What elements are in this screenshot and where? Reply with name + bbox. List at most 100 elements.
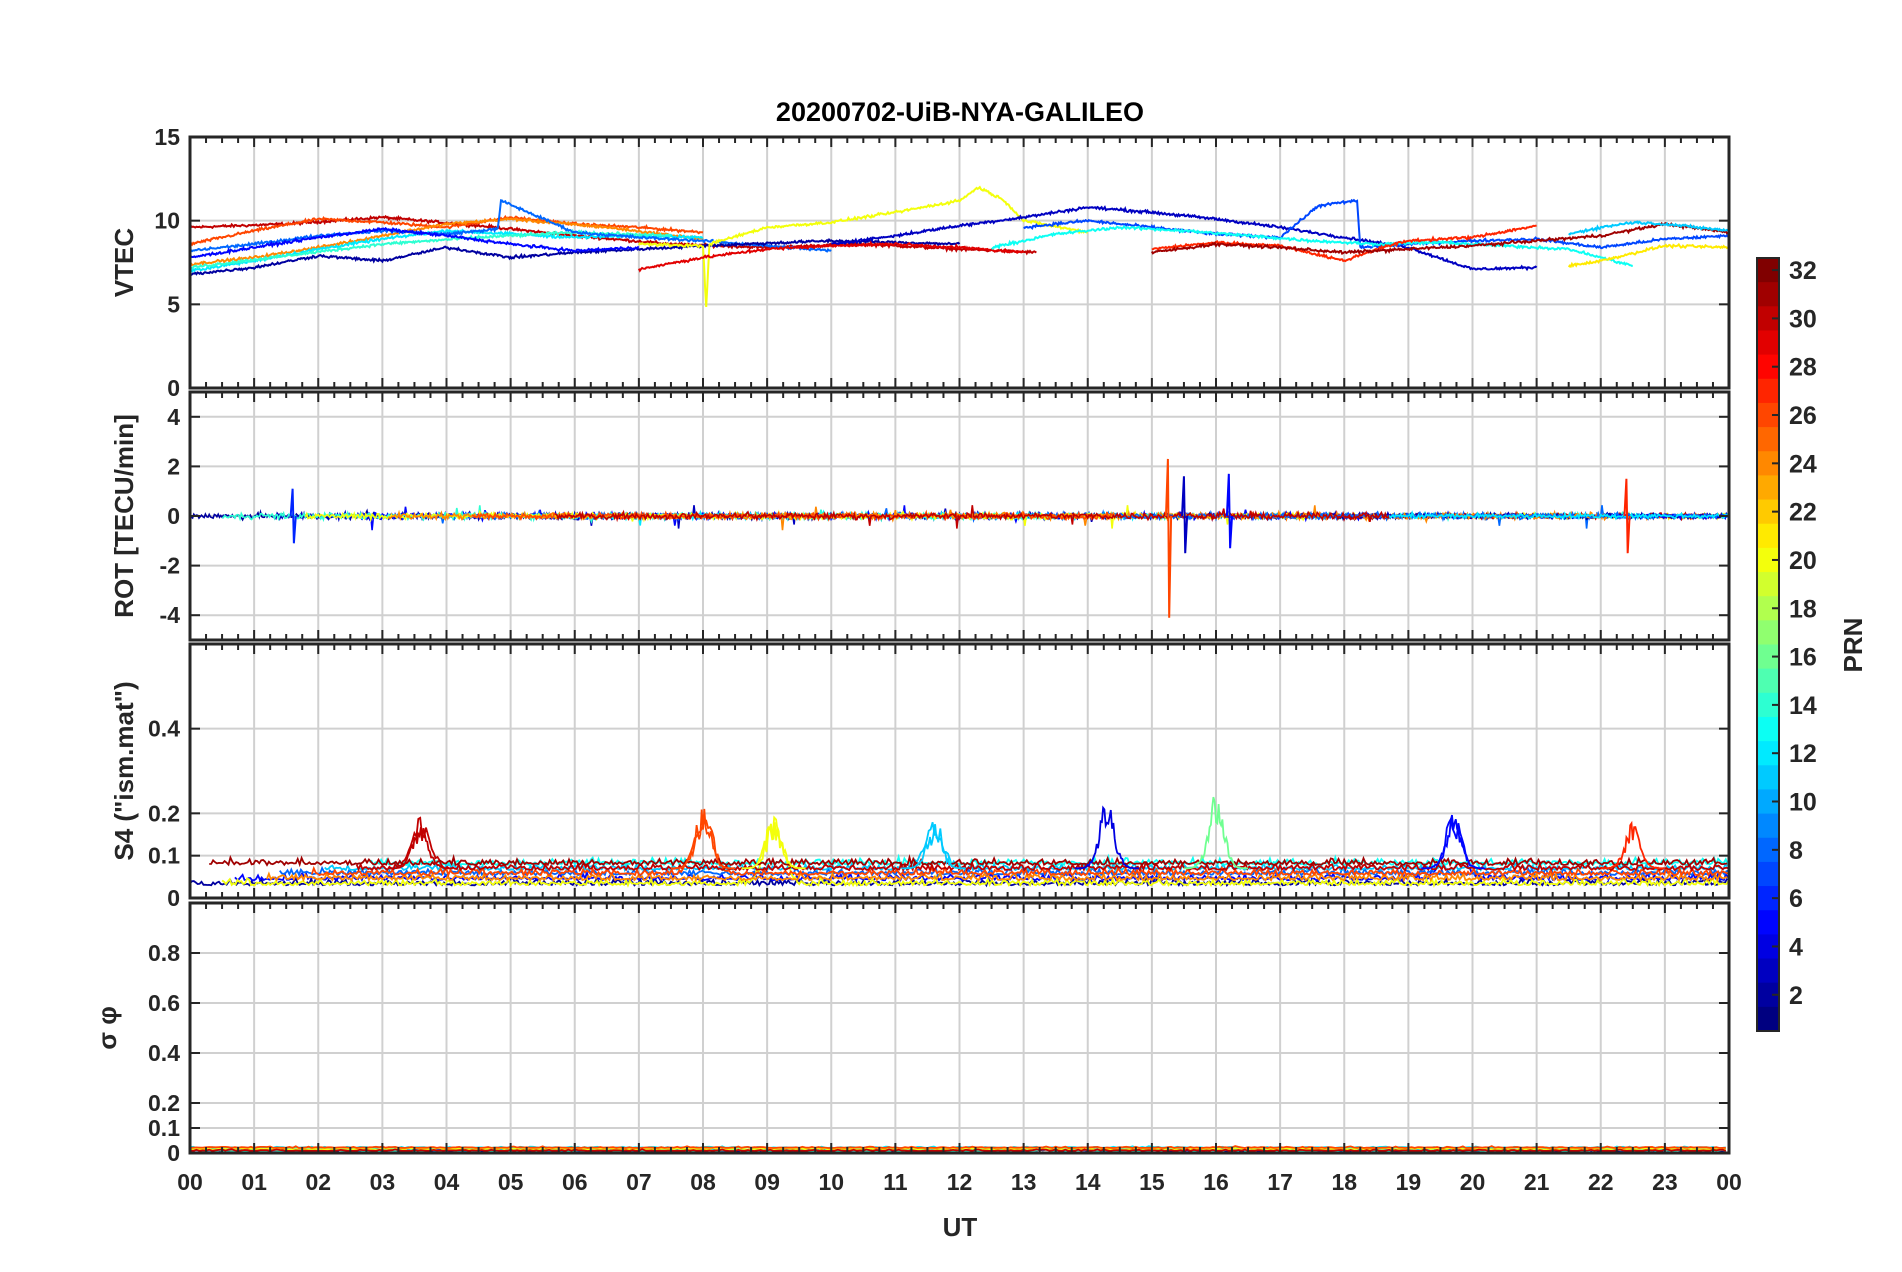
y-tick-label: 4 — [167, 404, 180, 430]
x-tick-label: 07 — [626, 1169, 652, 1195]
y-tick-label: 0 — [167, 885, 180, 911]
colorbar-cell — [1757, 475, 1779, 501]
colorbar-cell — [1757, 402, 1779, 428]
x-tick-label: 11 — [883, 1169, 908, 1195]
colorbar-cell — [1757, 668, 1779, 694]
rot-spike — [1225, 473, 1234, 549]
series-line-prn-24 — [388, 505, 1608, 531]
x-tick-label: 16 — [1203, 1169, 1229, 1195]
s4-burst — [1421, 814, 1486, 870]
colorbar-tick-label: 28 — [1789, 354, 1817, 382]
traces — [190, 458, 1729, 618]
y-tick-label: 10 — [154, 208, 180, 234]
y-tick-label: 0.4 — [148, 1040, 180, 1066]
series-line-prn-29 — [638, 240, 1025, 273]
traces — [190, 796, 1729, 888]
y-tick-label: 0 — [167, 375, 180, 401]
colorbar-tick-label: 16 — [1789, 644, 1817, 672]
y-axis-label: S4 ("ism.mat") — [109, 681, 139, 860]
rot-spike — [289, 488, 297, 544]
colorbar-cell — [1757, 837, 1779, 863]
x-tick-label: 05 — [498, 1169, 524, 1195]
y-tick-label: 0.1 — [148, 1115, 180, 1141]
series-line-prn-30 — [355, 816, 1729, 873]
x-tick-label: 21 — [1524, 1169, 1550, 1195]
series-line-prn-24 — [190, 216, 704, 267]
x-tick-label: 09 — [754, 1169, 780, 1195]
x-tick-label: 14 — [1075, 1169, 1101, 1195]
y-tick-label: 0.2 — [148, 1090, 180, 1116]
colorbar-cell — [1757, 789, 1779, 815]
colorbar-cell — [1757, 378, 1779, 404]
s4-burst — [388, 826, 453, 870]
x-ticks — [189, 903, 1730, 1153]
series-line-prn-13 — [991, 224, 1633, 267]
x-tick-label: 01 — [241, 1169, 267, 1195]
colorbar-tick-label: 18 — [1789, 595, 1817, 623]
colorbar-tick-label: 8 — [1789, 837, 1803, 865]
series-line-prn-11 — [1568, 220, 1729, 236]
y-tick-label: 0.1 — [148, 843, 180, 869]
y-tick-label: 15 — [154, 124, 180, 150]
series-line-prn-5 — [190, 226, 640, 259]
colorbar-cell — [1757, 644, 1779, 670]
x-tick-label: 12 — [947, 1169, 973, 1195]
x-tick-label: 00 — [1716, 1169, 1742, 1195]
series-line-prn-26 — [190, 214, 704, 247]
colorbar-cell — [1757, 258, 1779, 283]
series-line-prn-26 — [310, 819, 1729, 878]
colorbar-cell — [1757, 499, 1779, 525]
traces — [190, 1145, 1727, 1152]
x-ticks — [189, 644, 1730, 898]
y-axis-label: σ φ — [92, 1006, 122, 1050]
colorbar-tick-label: 30 — [1789, 305, 1817, 333]
rot-panel: -4 -2 0 2 4 ROT [TECU/min] — [109, 390, 1731, 642]
x-tick-label: 06 — [562, 1169, 588, 1195]
y-tick-label: 0.8 — [148, 940, 180, 966]
series-line-prn-21 — [1567, 242, 1729, 269]
colorbar-cell — [1757, 596, 1779, 621]
y-tick-label: -4 — [160, 602, 181, 628]
x-ticks — [189, 137, 1730, 388]
colorbar-tick-label: 14 — [1789, 692, 1817, 720]
colorbar-cell — [1757, 523, 1779, 549]
series-line-prn-31 — [1151, 221, 1729, 256]
series-line-prn-30 — [555, 505, 1390, 529]
y-tick-label: 0.2 — [148, 800, 180, 826]
y-ticks: 0 5 10 15 — [154, 124, 1729, 401]
rot-spike — [1181, 476, 1189, 554]
colorbar-cell — [1757, 910, 1779, 935]
x-tick-label: 02 — [305, 1169, 331, 1195]
colorbar-tick-label: 22 — [1789, 499, 1817, 527]
series-line-prn-7 — [1023, 198, 1729, 250]
colorbar-cell — [1757, 886, 1779, 911]
colorbar-tick-label: 32 — [1789, 257, 1817, 285]
y-tick-label: 0 — [167, 503, 180, 529]
x-axis-label: UT — [943, 1212, 978, 1242]
series-line-prn-31 — [209, 853, 1728, 868]
y-tick-label: 0.6 — [148, 990, 180, 1016]
colorbar-cell — [1757, 716, 1779, 742]
colorbar-cell — [1757, 934, 1779, 960]
colorbar-tick-label: 4 — [1789, 933, 1803, 961]
colorbar-frame — [1756, 257, 1780, 1032]
x-tick-label: 04 — [434, 1169, 460, 1195]
colorbar-cell — [1757, 861, 1779, 887]
x-tick-label: 08 — [690, 1169, 716, 1195]
colorbar-cell — [1757, 330, 1779, 356]
series-line-prn-30 — [190, 214, 1037, 256]
series-line-prn-20 — [221, 815, 1729, 888]
y-ticks: 0 0.1 0.2 0.4 — [148, 716, 1729, 911]
y-tick-label: 2 — [167, 453, 180, 479]
x-tick-label: 03 — [370, 1169, 396, 1195]
traces — [190, 185, 1729, 307]
x-tick-label: 19 — [1396, 1169, 1422, 1195]
x-tick-label: 00 — [177, 1169, 203, 1195]
colorbar-tick-label: 6 — [1789, 885, 1803, 913]
colorbar-cell — [1757, 451, 1779, 477]
colorbar-cell — [1757, 982, 1779, 1008]
x-tick-label: 13 — [1011, 1169, 1037, 1195]
y-axis-label: ROT [TECU/min] — [109, 414, 139, 618]
